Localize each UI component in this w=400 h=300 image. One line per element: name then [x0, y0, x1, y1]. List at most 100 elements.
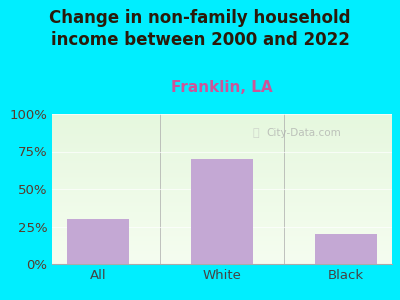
Bar [52, 0, 392, 135]
Bar [52, 67, 392, 217]
Bar [52, 0, 392, 122]
Bar [52, 0, 392, 129]
Bar [52, 59, 392, 209]
Bar [52, 38, 392, 188]
Bar [52, 78, 392, 228]
Bar [52, 10, 392, 160]
Bar [52, 62, 392, 212]
Bar [52, 103, 392, 254]
Bar [52, 18, 392, 168]
Bar [52, 0, 392, 120]
Bar [52, 105, 392, 255]
Bar [52, 12, 392, 162]
Bar [52, 0, 392, 117]
Bar [52, 0, 392, 140]
Bar [52, 77, 392, 227]
Bar [52, 52, 392, 202]
Bar [52, 97, 392, 247]
Bar [52, 0, 392, 122]
Bar [52, 50, 392, 200]
Bar [52, 84, 392, 234]
Bar [52, 92, 392, 242]
Bar [52, 82, 392, 232]
Bar [52, 22, 392, 172]
Bar [52, 69, 392, 219]
Bar [52, 30, 392, 180]
Text: Franklin, LA: Franklin, LA [171, 80, 273, 94]
Bar [52, 0, 392, 130]
Bar [191, 159, 253, 264]
Bar [52, 92, 392, 242]
Bar [52, 110, 392, 260]
Bar [52, 76, 392, 226]
Bar [52, 0, 392, 133]
Bar [52, 46, 392, 196]
Bar [52, 114, 392, 264]
Bar [52, 98, 392, 247]
Bar [52, 0, 392, 141]
Bar [52, 0, 392, 139]
Bar [52, 0, 392, 148]
Bar [52, 0, 392, 143]
Bar [52, 31, 392, 181]
Bar [52, 64, 392, 214]
Bar [52, 56, 392, 206]
Bar [52, 0, 392, 124]
Bar [52, 38, 392, 188]
Bar [52, 94, 392, 244]
Bar [52, 0, 392, 142]
Bar [52, 60, 392, 210]
Bar [52, 32, 392, 182]
Bar [52, 108, 392, 258]
Bar [52, 17, 392, 167]
Bar [52, 41, 392, 191]
Bar [52, 2, 392, 152]
Bar [52, 75, 392, 225]
Bar [52, 45, 392, 195]
Bar [52, 113, 392, 263]
Bar [52, 9, 392, 159]
Bar [52, 28, 392, 178]
Bar [52, 95, 392, 245]
Bar [52, 2, 392, 152]
Bar [52, 88, 392, 238]
Bar [52, 4, 392, 154]
Bar [52, 70, 392, 220]
Bar [52, 112, 392, 262]
Bar [52, 14, 392, 164]
Bar [52, 54, 392, 204]
Bar [52, 83, 392, 233]
Bar [52, 0, 392, 128]
Bar [52, 23, 392, 173]
Bar [52, 68, 392, 218]
Bar [52, 89, 392, 239]
Bar [52, 85, 392, 235]
Bar [52, 90, 392, 240]
Bar [52, 79, 392, 229]
Bar [52, 76, 392, 226]
Bar [52, 0, 392, 118]
Bar [52, 63, 392, 213]
Bar [52, 11, 392, 160]
Bar [52, 0, 392, 126]
Bar [52, 109, 392, 259]
Bar [52, 72, 392, 222]
Bar [52, 64, 392, 214]
Bar [52, 74, 392, 224]
Bar [52, 80, 392, 230]
Bar [52, 0, 392, 130]
Bar [52, 100, 392, 250]
Bar [52, 24, 392, 174]
Bar [52, 111, 392, 261]
Bar [52, 47, 392, 197]
Bar [52, 0, 392, 144]
Bar [52, 82, 392, 232]
Bar [52, 16, 392, 166]
Bar [52, 56, 392, 206]
Text: Change in non-family household
income between 2000 and 2022: Change in non-family household income be… [49, 9, 351, 49]
Bar [52, 15, 392, 165]
Bar [52, 0, 392, 136]
Bar [52, 0, 392, 146]
Bar [52, 0, 392, 136]
Bar [52, 53, 392, 203]
